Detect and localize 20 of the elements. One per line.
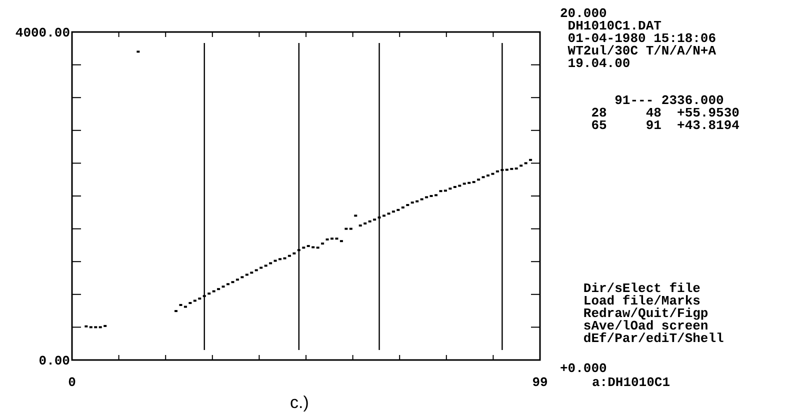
text: 91--- 2336.000 [560,93,724,108]
text: 20.000 [560,6,608,21]
x-tick-label: 99 [532,375,548,390]
x-tick-label: 0 [68,375,76,390]
text: Dir/sElect file [560,281,701,296]
text: 65 91 +43.8194 [560,118,740,133]
y-tick-label: 4000.00 [15,26,70,41]
y-tick-label: 0.00 [38,354,70,369]
text: Load file/Marks [560,294,701,308]
text: dEf/Par/ediT/Shell [560,331,724,346]
text: 28 48 +55.9530 [560,106,740,120]
text: 19.04.00 [560,56,630,71]
text: sAve/lOad screen [560,318,708,334]
text: DH1010C1.DAT [560,18,662,34]
text: 01-04-1980 15:18:06 [560,31,716,46]
text: a:DH1010C1 [592,375,670,390]
text: +0.000 [560,361,608,376]
text: WT2ul/30C T/N/A/N+A [560,44,716,58]
text: c.) [290,393,309,412]
text: Redraw/Quit/Figp [560,306,708,321]
